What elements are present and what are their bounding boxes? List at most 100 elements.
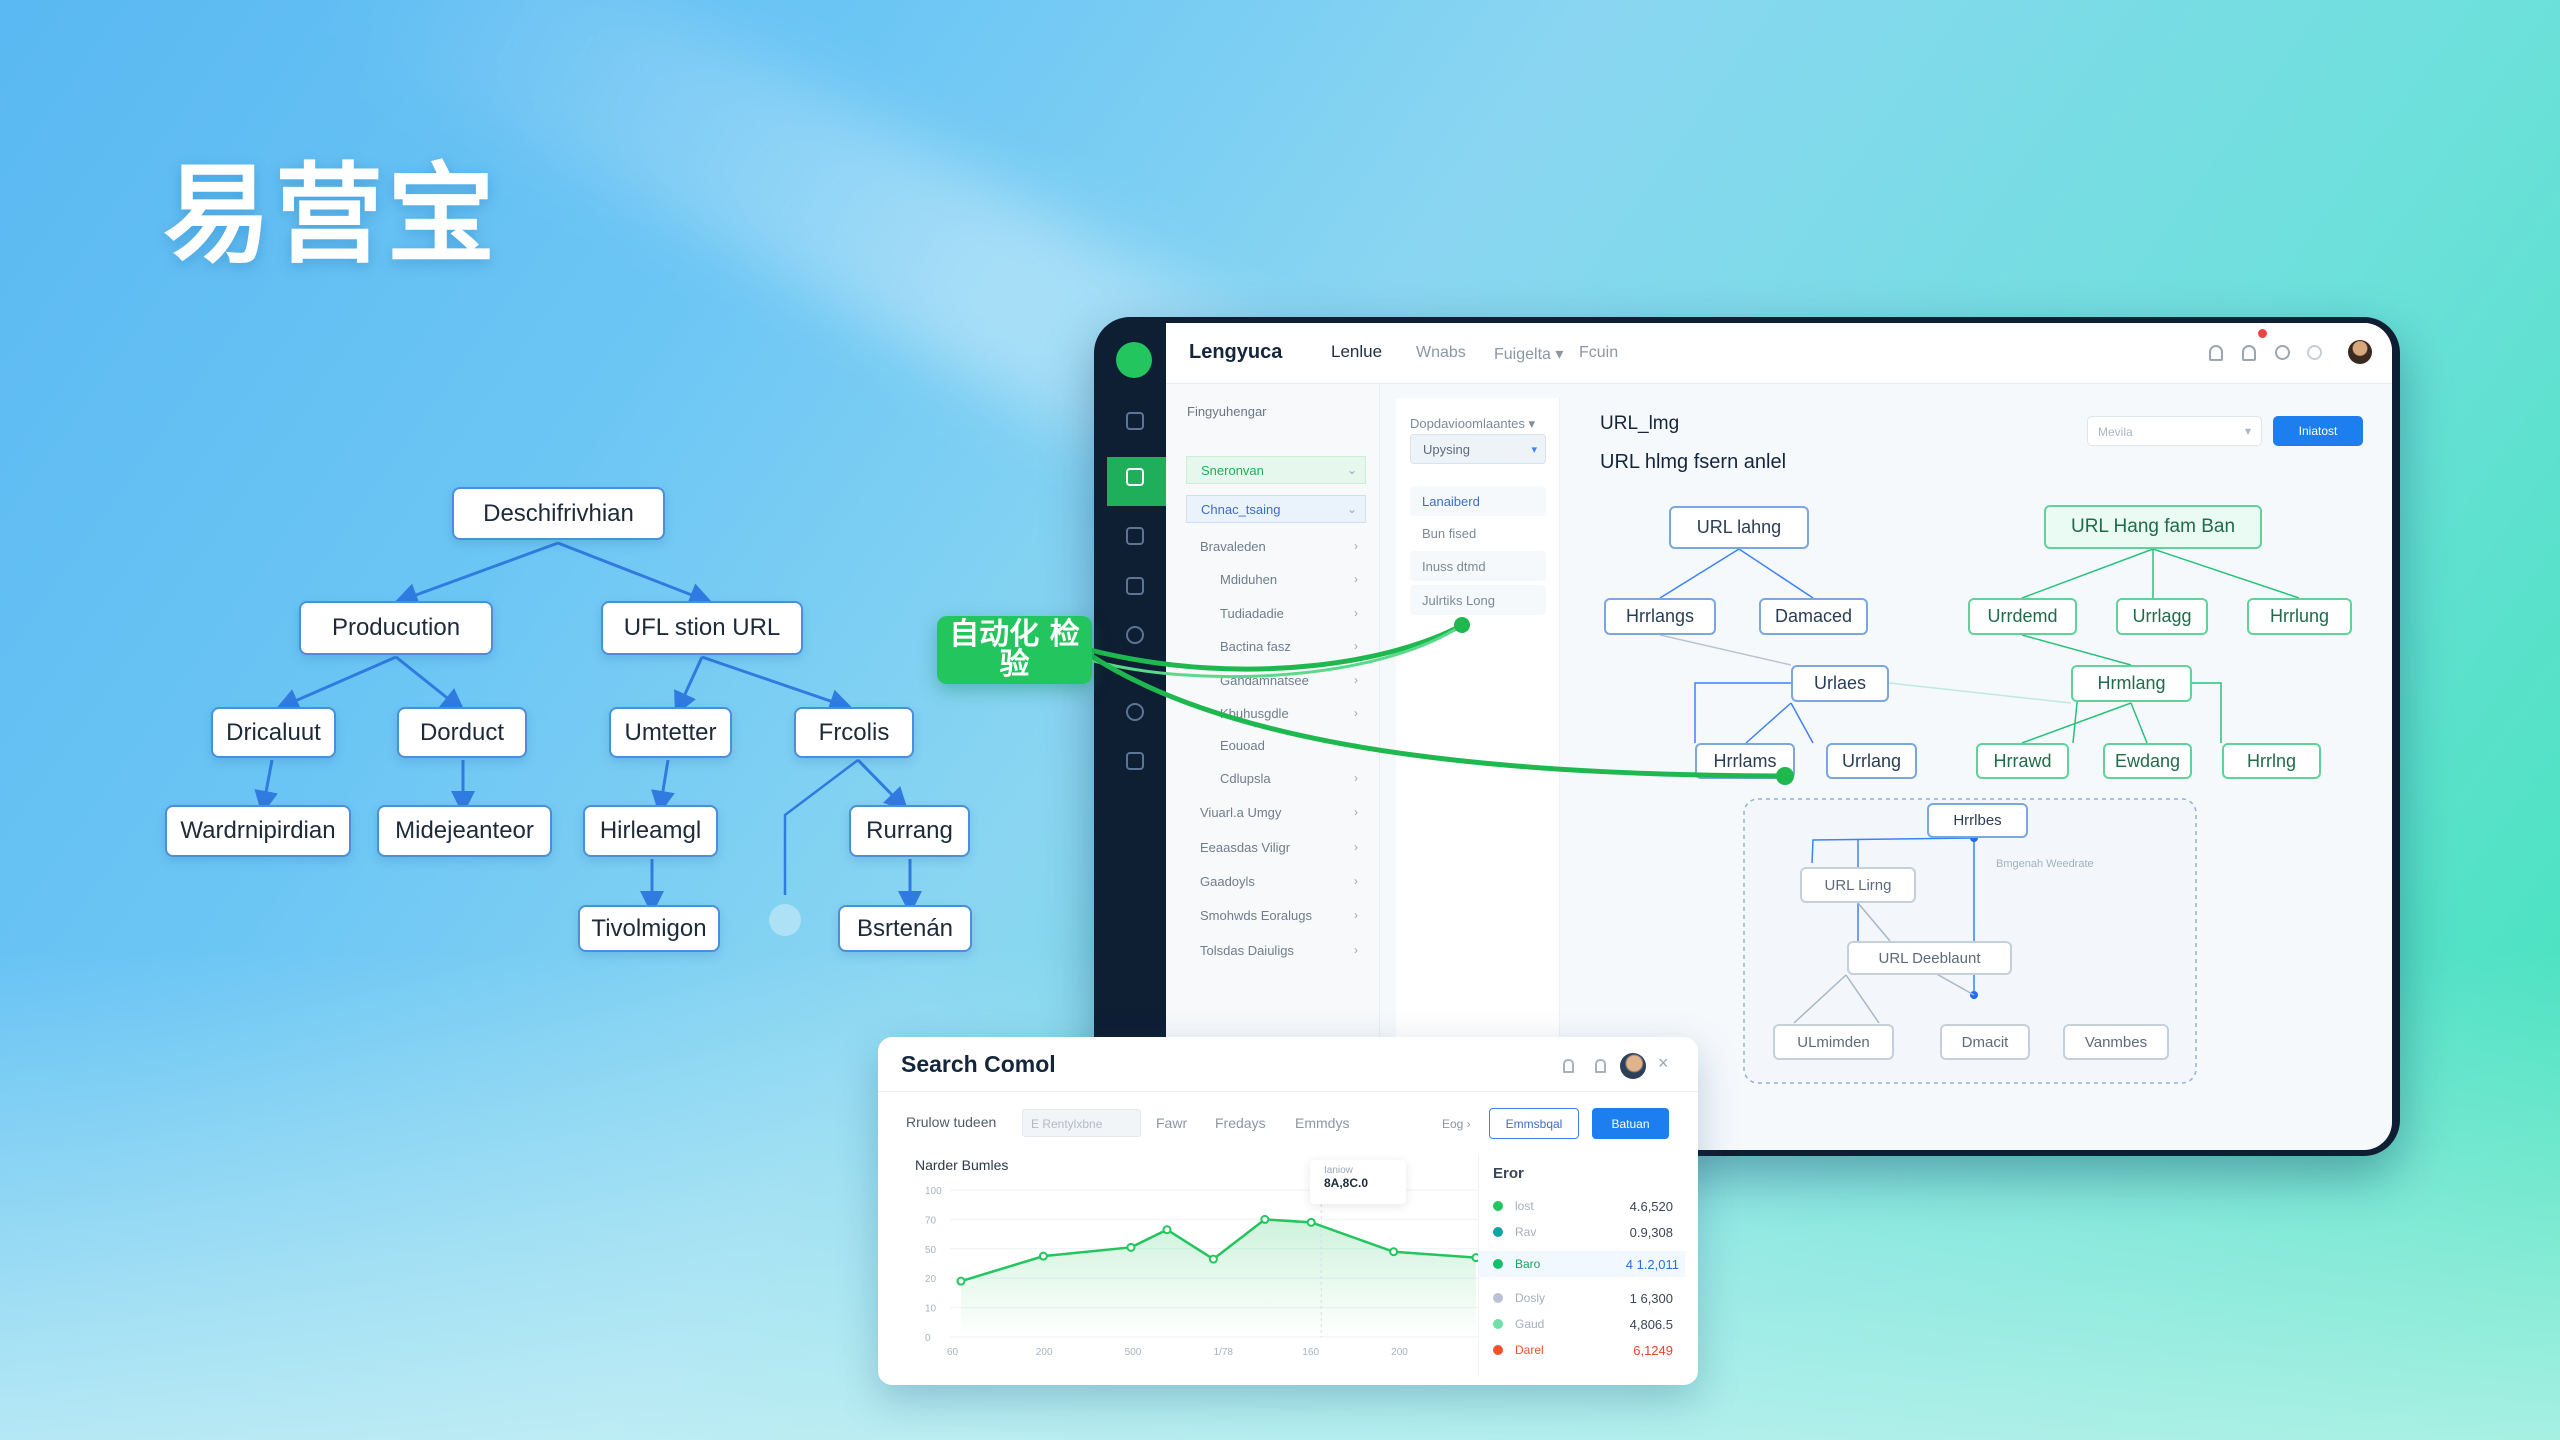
- support-icon[interactable]: [1126, 626, 1144, 644]
- diagram-node[interactable]: Hrrlangs: [1604, 598, 1716, 635]
- bookmark-icon[interactable]: [1595, 1059, 1606, 1073]
- diagram-node[interactable]: Dmacit: [1940, 1024, 2030, 1060]
- bell-icon[interactable]: [1563, 1059, 1574, 1073]
- diagram-node[interactable]: Urrdemd: [1968, 598, 2077, 635]
- filter-tab[interactable]: Fredays: [1215, 1115, 1266, 1131]
- chevron-down-icon: ⌄: [1346, 502, 1357, 516]
- avatar[interactable]: [1620, 1053, 1646, 1079]
- calendar-icon[interactable]: [1126, 527, 1144, 545]
- legend-label: Gaud: [1515, 1317, 1545, 1331]
- automation-check-badge[interactable]: 自动化 检验: [937, 616, 1092, 684]
- data-point: [1389, 1247, 1399, 1257]
- diagram-node[interactable]: Urrlang: [1826, 743, 1917, 779]
- menu-item[interactable]: Tolsdas Daiuligs ›: [1186, 936, 1366, 964]
- submenu-item[interactable]: Inuss dtmd: [1410, 551, 1546, 581]
- menu-item-label: Cdlupsla: [1220, 770, 1271, 786]
- nav-item[interactable]: Wnabs: [1416, 344, 1466, 361]
- menu-item[interactable]: Gaadoyls ›: [1186, 867, 1366, 895]
- diagram-node[interactable]: Urlaes: [1791, 665, 1889, 702]
- data-point: [1208, 1254, 1218, 1264]
- submenu-item-selected[interactable]: Upysing ▾: [1410, 434, 1546, 464]
- more-dropdown[interactable]: Eog ›: [1442, 1117, 1471, 1131]
- tree-node: Dorduct: [397, 707, 527, 758]
- filter-tab[interactable]: Fawr: [1156, 1115, 1188, 1131]
- menu-item[interactable]: Chnac_tsaing ⌄: [1186, 495, 1366, 523]
- filter-tab[interactable]: Emmdys: [1295, 1115, 1350, 1131]
- data-point: [1162, 1225, 1172, 1235]
- chevron-right-icon: ›: [1354, 840, 1358, 854]
- legend-dot: [1493, 1201, 1503, 1211]
- menu-item[interactable]: Mdiduhen ›: [1186, 565, 1366, 593]
- submenu-item[interactable]: Bun fised: [1422, 525, 1477, 541]
- clipboard-icon[interactable]: [1126, 577, 1144, 595]
- close-icon[interactable]: ×: [1658, 1053, 1669, 1073]
- chevron-right-icon: ›: [1354, 639, 1358, 653]
- box-icon[interactable]: [1126, 752, 1144, 770]
- submenu-item[interactable]: Julrtiks Long: [1410, 585, 1546, 615]
- sidebar-active-item[interactable]: [1107, 457, 1166, 506]
- menu-item-label: Eeaasdas Viligr: [1200, 839, 1291, 855]
- settings-icon[interactable]: [2275, 345, 2290, 360]
- diagram-node[interactable]: URL Hang fam Ban: [2044, 505, 2262, 549]
- diagram-node[interactable]: Damaced: [1759, 598, 1868, 635]
- submenu-item[interactable]: Lanaiberd: [1410, 486, 1546, 516]
- nav-item[interactable]: Fcuin: [1579, 344, 1619, 361]
- nav-item[interactable]: Fuigelta ▾: [1494, 346, 1564, 363]
- menu-item[interactable]: Smohwds Eoralugs ›: [1186, 901, 1366, 929]
- menu-item[interactable]: Bactina fasz ›: [1186, 632, 1366, 660]
- users-icon[interactable]: [1126, 703, 1144, 721]
- diagram-node[interactable]: Hrrlng: [2222, 743, 2321, 779]
- diagram-node[interactable]: URL Deeblaunt: [1847, 941, 2012, 975]
- menu-item[interactable]: Cdlupsla ›: [1186, 764, 1366, 792]
- home-icon[interactable]: [1126, 412, 1144, 430]
- primary-button[interactable]: Batuan: [1592, 1108, 1669, 1139]
- diagram-node[interactable]: URL Lirng: [1800, 867, 1916, 903]
- bell-outline-icon[interactable]: [2242, 345, 2256, 361]
- diagram-node[interactable]: URL lahng: [1669, 506, 1809, 549]
- diagram-node[interactable]: ULmimden: [1773, 1024, 1894, 1060]
- search-input[interactable]: E Rentylxbne: [1022, 1109, 1141, 1137]
- primary-button[interactable]: Iniatost: [2273, 416, 2363, 446]
- tree-node: Frcolis: [794, 707, 914, 758]
- legend-value: 0.9,308: [1629, 1224, 1673, 1240]
- diagram-node[interactable]: Hrrlung: [2247, 598, 2352, 635]
- avatar[interactable]: [2348, 340, 2372, 364]
- nav-item[interactable]: Lenlue: [1331, 342, 1383, 361]
- diagram-node[interactable]: Vanmbes: [2063, 1024, 2169, 1060]
- menu-item-label: Sneronvan: [1201, 462, 1264, 478]
- chevron-down-icon: ▾: [1531, 443, 1537, 456]
- diagram-annotation: Bmgenah Weedrate: [1996, 858, 2094, 870]
- menu-item[interactable]: Sneronvan ⌄: [1186, 456, 1366, 484]
- x-tick-label: 60: [947, 1347, 959, 1358]
- diagram-node[interactable]: Hrrlbes: [1927, 803, 2028, 838]
- diagram-node[interactable]: Ewdang: [2103, 743, 2192, 779]
- diagram-node[interactable]: Hrrawd: [1976, 743, 2069, 779]
- menu-item[interactable]: Eeaasdas Viligr ›: [1186, 833, 1366, 861]
- help-icon[interactable]: [2307, 345, 2322, 360]
- panel-title: Search Comol: [901, 1051, 1056, 1077]
- tree-node: Rurrang: [849, 805, 970, 857]
- menu-item-label: Bravaleden: [1200, 538, 1266, 554]
- chevron-right-icon: ›: [1354, 908, 1358, 922]
- menu-item[interactable]: Tudiadadie ›: [1186, 599, 1366, 627]
- diagram-node[interactable]: Hrmlang: [2071, 665, 2192, 702]
- menu-item[interactable]: Viuarl.a Umgy ›: [1186, 798, 1366, 826]
- y-tick-label: 70: [925, 1215, 937, 1226]
- menu-item-label: Gaadoyls: [1200, 873, 1255, 889]
- tree-node: Producution: [299, 601, 493, 655]
- legend-panel: Eror lost 4.6,520 Rav 0.9,308 Baro 4 1.2,011 D…: [1478, 1155, 1688, 1377]
- menu-item[interactable]: Bravaleden ›: [1186, 532, 1366, 560]
- submenu-heading[interactable]: Dopdavioomlaantes ▾: [1410, 416, 1536, 431]
- diagram-node[interactable]: Urrlagg: [2116, 598, 2208, 635]
- dashboard-screen: Lengyuca Lenlue Wnabs Fuigelta ▾ Fcuin F…: [1166, 323, 2392, 1150]
- notification-dot: [2258, 329, 2267, 338]
- bell-icon[interactable]: [2209, 345, 2223, 361]
- filter-select[interactable]: Mevila ▾: [2087, 416, 2262, 446]
- main-subtitle: URL hlmg fsern anlel: [1600, 451, 1787, 473]
- data-point: [1471, 1253, 1478, 1263]
- select-placeholder: Mevila: [2098, 425, 2133, 439]
- main-title: URL_lmg: [1600, 413, 1680, 434]
- legend-value: 4.6,520: [1629, 1198, 1673, 1214]
- outline-button[interactable]: Emmsbqal: [1489, 1108, 1579, 1139]
- document-icon[interactable]: [1126, 468, 1144, 486]
